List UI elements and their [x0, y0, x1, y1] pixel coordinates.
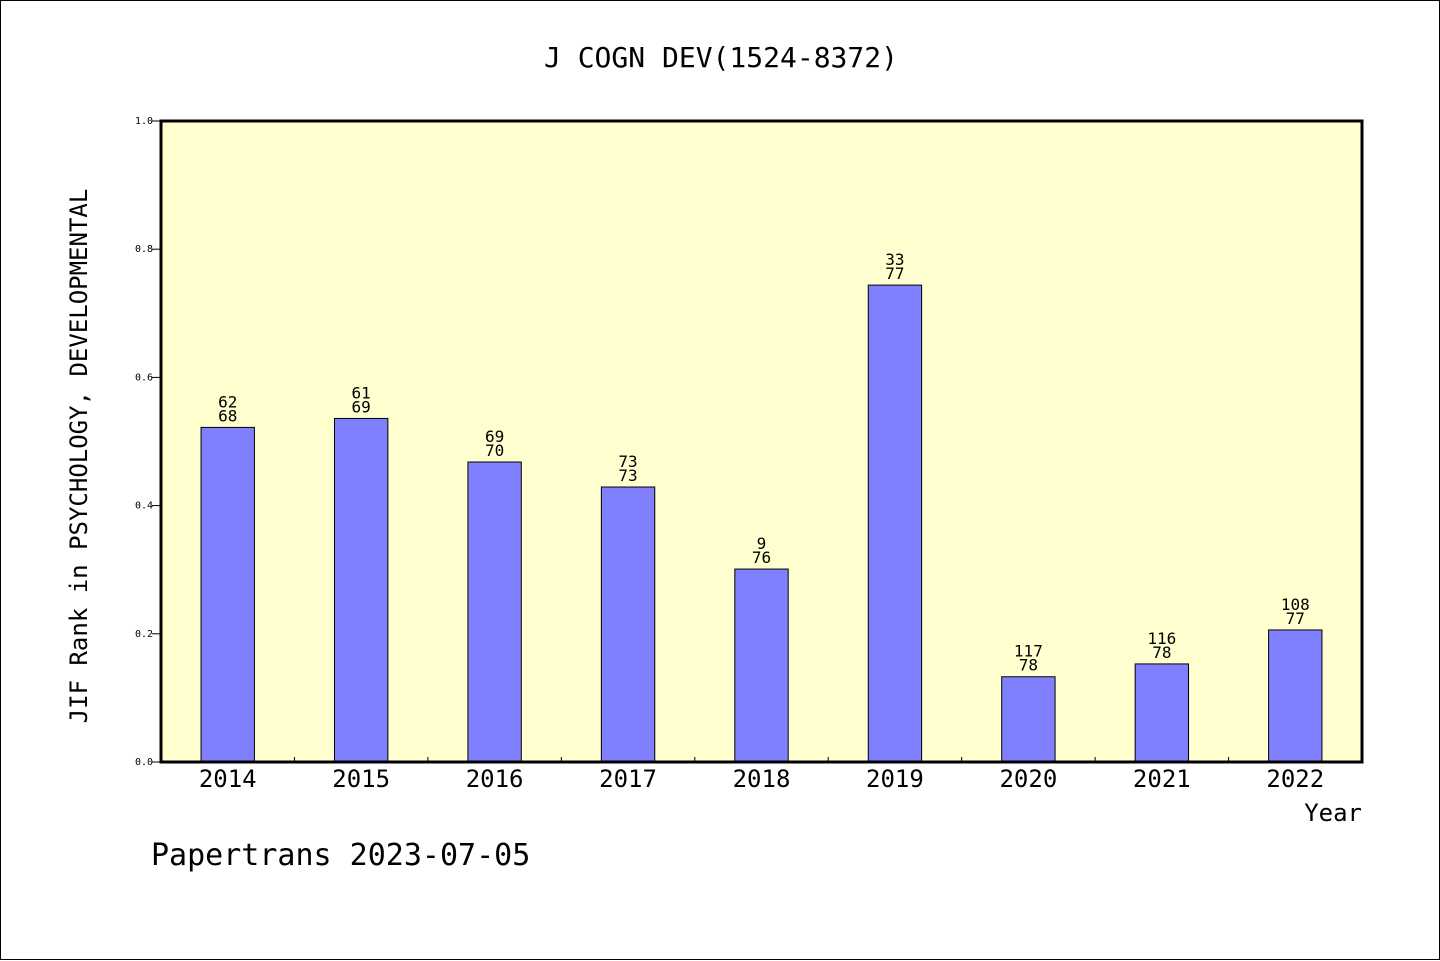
x-tick-label: 2018	[733, 765, 791, 793]
bar-total-label: 69	[352, 397, 371, 416]
y-tick-label: 0.2	[135, 629, 153, 640]
bar-2014	[200, 426, 255, 763]
bar-rank-label: 116	[1147, 629, 1176, 648]
bar-2015	[333, 417, 389, 763]
y-tick-label: 0.0	[135, 757, 153, 768]
bar-total-label: 77	[1286, 609, 1305, 628]
bar-rank-label: 73	[618, 452, 637, 471]
x-tick-label: 2019	[866, 765, 924, 793]
x-axis-label: Year	[1304, 799, 1362, 827]
bar-2019	[867, 284, 923, 763]
y-axis-label: JIF Rank in PSYCHOLOGY, DEVELOPMENTAL	[65, 189, 93, 724]
bar-rank-label: 62	[218, 392, 237, 411]
y-axis: 0.0 0.2 0.4 0.6 0.8 1.0	[135, 116, 161, 768]
bar-2018	[734, 568, 789, 763]
x-tick-label: 2014	[199, 765, 257, 793]
bar-total-label: 78	[1152, 643, 1171, 662]
bar-rank-label: 61	[352, 383, 371, 402]
x-tick-label: 2015	[332, 765, 390, 793]
bar-rank-label: 33	[885, 250, 904, 269]
bar-total-label: 73	[618, 466, 637, 485]
bar-total-label: 70	[485, 441, 504, 460]
x-tick-label: 2017	[599, 765, 657, 793]
y-tick-label: 1.0	[135, 116, 153, 127]
bar-2021	[1134, 663, 1190, 763]
plot-border	[159, 119, 1364, 764]
chart-title: J COGN DEV(1524-8372)	[544, 41, 898, 74]
bar-2016	[467, 461, 522, 763]
footer-text: Papertrans 2023-07-05	[151, 838, 530, 873]
bar-rank-label: 117	[1014, 642, 1043, 661]
bar-2020	[1001, 676, 1056, 763]
bar-total-label: 77	[885, 264, 904, 283]
bar-rank-label: 108	[1281, 595, 1310, 614]
x-tick-label: 2021	[1133, 765, 1191, 793]
bar-2022	[1268, 629, 1323, 763]
y-tick-label: 0.8	[135, 244, 153, 255]
y-tick-label: 0.6	[135, 372, 153, 383]
x-tick-label: 2022	[1266, 765, 1324, 793]
x-tick-label: 2020	[999, 765, 1057, 793]
bar-2017	[600, 486, 656, 763]
x-tick-label: 2016	[466, 765, 524, 793]
bar-rank-label: 9	[757, 534, 767, 553]
bar-total-label: 68	[218, 406, 237, 425]
bar-rank-label: 69	[485, 427, 504, 446]
bar-total-label: 76	[752, 548, 771, 567]
bar-total-label: 78	[1019, 656, 1038, 675]
x-axis: 2014 2015 2016 2017 2018 2019 2020 2021 2022	[199, 757, 1324, 793]
y-tick-label: 0.4	[135, 501, 153, 512]
